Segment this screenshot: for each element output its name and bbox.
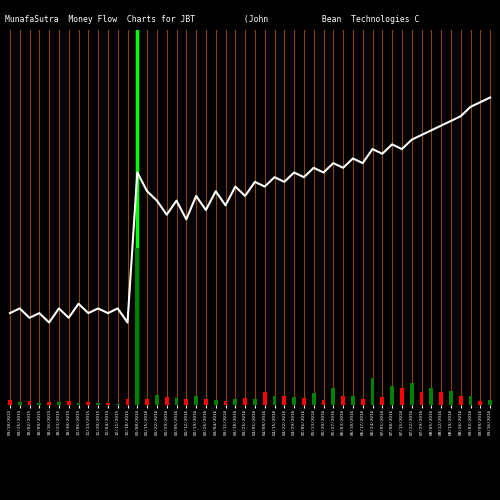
Bar — [370, 378, 374, 405]
Bar — [184, 400, 188, 405]
Bar — [136, 248, 139, 405]
Bar — [106, 402, 110, 405]
Bar — [312, 393, 316, 405]
Bar — [234, 400, 237, 405]
Bar — [351, 396, 355, 405]
Bar — [380, 397, 384, 405]
Bar — [410, 383, 414, 405]
Bar — [57, 402, 61, 405]
Bar — [86, 402, 90, 405]
Bar — [28, 400, 32, 405]
Bar — [302, 398, 306, 405]
Bar — [322, 400, 326, 405]
Bar — [449, 391, 453, 405]
Bar — [145, 398, 149, 405]
Bar — [341, 396, 345, 405]
Bar — [96, 403, 100, 405]
Bar — [430, 388, 433, 405]
Bar — [420, 392, 424, 405]
Bar — [468, 396, 472, 405]
Bar — [214, 400, 218, 405]
Bar — [282, 396, 286, 405]
Bar — [155, 395, 159, 405]
Bar — [76, 402, 80, 405]
Bar — [332, 388, 335, 405]
Bar — [478, 401, 482, 405]
Text: MunafaSutra  Money Flow  Charts for JBT          (John           Bean  Technolog: MunafaSutra Money Flow Charts for JBT (J… — [5, 15, 420, 24]
Bar — [272, 396, 276, 405]
Bar — [8, 400, 12, 405]
Bar — [116, 404, 119, 405]
Bar — [243, 398, 247, 405]
Bar — [204, 398, 208, 405]
Bar — [488, 400, 492, 405]
Bar — [67, 401, 70, 405]
Bar — [174, 398, 178, 405]
Bar — [459, 396, 462, 405]
Bar — [361, 400, 364, 405]
Bar — [194, 396, 198, 405]
Bar — [400, 388, 404, 405]
Bar — [18, 402, 22, 405]
Bar — [253, 398, 257, 405]
Bar — [126, 400, 130, 405]
Bar — [292, 397, 296, 405]
Bar — [224, 401, 228, 405]
Bar — [439, 392, 443, 405]
Bar — [38, 402, 41, 405]
Bar — [263, 392, 266, 405]
Bar — [47, 402, 51, 405]
Bar — [390, 386, 394, 405]
Bar — [165, 397, 168, 405]
